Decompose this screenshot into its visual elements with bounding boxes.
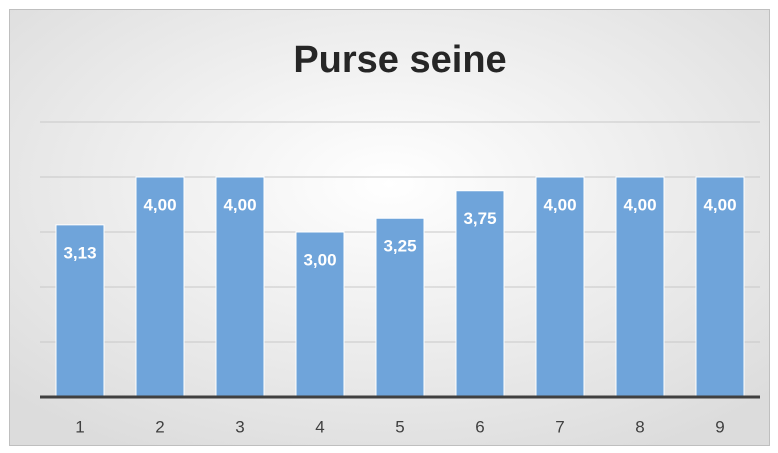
x-tick-label: 3 bbox=[235, 417, 244, 436]
data-label: 4,00 bbox=[223, 195, 256, 214]
data-label: 3,13 bbox=[63, 243, 96, 262]
x-tick-label: 2 bbox=[155, 417, 164, 436]
data-label: 4,00 bbox=[703, 195, 736, 214]
bar bbox=[55, 224, 105, 398]
data-label: 3,00 bbox=[303, 250, 336, 269]
bar bbox=[375, 217, 425, 398]
bar bbox=[295, 231, 345, 398]
x-tick-label: 4 bbox=[315, 417, 324, 436]
x-tick-label: 8 bbox=[635, 417, 644, 436]
data-label: 4,00 bbox=[143, 195, 176, 214]
bar bbox=[535, 176, 585, 398]
x-tick-label: 9 bbox=[715, 417, 724, 436]
x-tick-label: 6 bbox=[475, 417, 484, 436]
data-label: 4,00 bbox=[623, 195, 656, 214]
x-tick-label: 7 bbox=[555, 417, 564, 436]
data-label: 4,00 bbox=[543, 195, 576, 214]
x-tick-label: 1 bbox=[75, 417, 84, 436]
chart-title: Purse seine bbox=[293, 39, 506, 81]
x-tick-label: 5 bbox=[395, 417, 404, 436]
data-label: 3,75 bbox=[463, 209, 496, 228]
bar bbox=[135, 176, 185, 398]
bar bbox=[695, 176, 745, 398]
bar bbox=[455, 190, 505, 398]
data-label: 3,25 bbox=[383, 237, 416, 256]
bar bbox=[215, 176, 265, 398]
